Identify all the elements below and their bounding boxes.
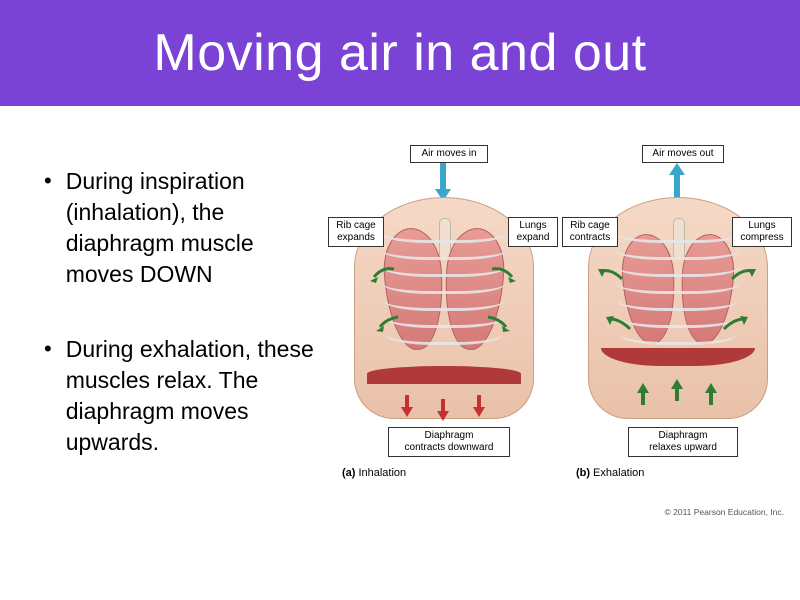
bullet-text: During inspiration (inhalation), the dia… (66, 166, 324, 290)
panel-caption: (b)Exhalation (576, 467, 644, 479)
lungs-expand-label: Lungs expand (508, 217, 558, 247)
caption-text: Exhalation (593, 467, 644, 479)
diaphragm-down-arrow-icon (438, 399, 448, 421)
diaphragm-down-arrow-icon (402, 395, 412, 417)
air-label: Air moves out (642, 145, 724, 163)
bullet-dot-icon: • (44, 335, 52, 363)
bullet-text: During exhalation, these muscles relax. … (66, 334, 324, 458)
copyright-text: © 2011 Pearson Education, Inc. (664, 507, 784, 517)
diaphragm-down-arrow-icon (474, 395, 484, 417)
bullet-list: • During inspiration (inhalation), the d… (44, 166, 324, 502)
diaphragm-up-arrow-icon (672, 379, 682, 401)
trachea (673, 218, 685, 260)
caption-letter: (a) (342, 467, 355, 479)
contract-arrow-left-icon (596, 265, 626, 285)
caption-letter: (b) (576, 467, 590, 479)
diaphragm-up-arrow-icon (638, 383, 648, 405)
contract-arrow-lowerleft-icon (604, 313, 634, 333)
panel-exhalation: Air moves out Rib cage contracts Lungs c… (566, 145, 788, 475)
diaphragm-relaxes-label: Diaphragm relaxes upward (628, 427, 738, 457)
chest-cavity (369, 220, 519, 370)
air-arrow-down-icon (437, 163, 449, 201)
expand-arrow-lowerright-icon (482, 313, 512, 333)
air-label: Air moves in (410, 145, 488, 163)
expand-arrow-left-icon (368, 265, 398, 285)
ribcage-contracts-label: Rib cage contracts (562, 217, 618, 247)
contract-arrow-right-icon (728, 265, 758, 285)
bullet-item: • During inspiration (inhalation), the d… (44, 166, 324, 290)
bullet-dot-icon: • (44, 167, 52, 195)
diaphragm (367, 366, 521, 384)
breathing-diagram: Air moves in Rib cage expands Lungs expa… (332, 145, 788, 515)
panel-inhalation: Air moves in Rib cage expands Lungs expa… (332, 145, 554, 475)
ribcage-expands-label: Rib cage expands (328, 217, 384, 247)
expand-arrow-lowerleft-icon (374, 313, 404, 333)
bullet-item: • During exhalation, these muscles relax… (44, 334, 324, 458)
page-title: Moving air in and out (153, 23, 646, 83)
title-bar: Moving air in and out (0, 0, 800, 106)
air-arrow-up-icon (671, 163, 683, 201)
contract-arrow-lowerright-icon (720, 313, 750, 333)
caption-text: Inhalation (358, 467, 406, 479)
expand-arrow-right-icon (488, 265, 518, 285)
diaphragm-contracts-label: Diaphragm contracts downward (388, 427, 510, 457)
diaphragm-up-arrow-icon (706, 383, 716, 405)
lungs-compress-label: Lungs compress (732, 217, 792, 247)
panel-caption: (a)Inhalation (342, 467, 406, 479)
